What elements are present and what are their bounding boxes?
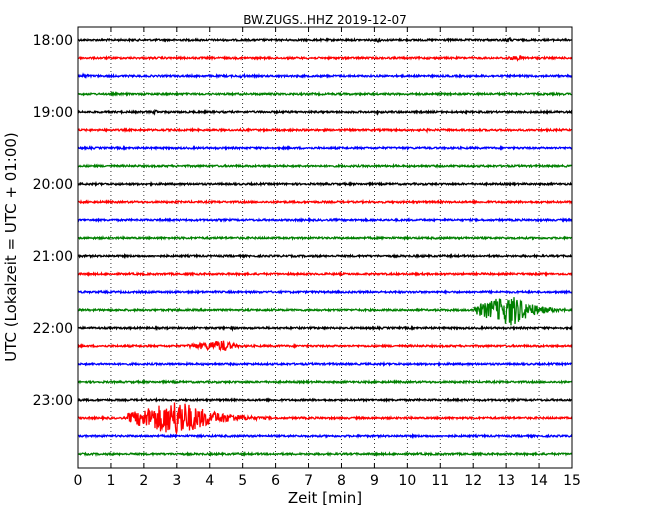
trace-group [77,36,573,458]
seismic-trace [77,72,573,80]
y-axis-ticks: 18:00 19:00 20:00 21:00 22:00 23:00 [33,33,572,409]
seismic-trace [77,235,573,241]
x-tick-label: 1 [106,473,115,489]
seismic-trace [77,270,573,278]
seismic-trace [77,297,573,326]
seismic-trace [77,402,573,436]
chart-title: BW.ZUGS..HHZ 2019-12-07 [243,13,406,27]
seismic-trace [77,180,573,188]
seismic-trace [77,432,573,440]
grid-lines [110,27,540,468]
x-axis-label: Zeit [min] [288,489,362,507]
x-tick-label: 12 [464,473,482,489]
seismic-trace [77,360,573,368]
seismic-trace [77,90,573,97]
x-axis-ticks: 0 1 2 3 4 5 6 7 8 9 10 11 12 13 14 15 [74,27,581,489]
seismic-trace [77,126,573,134]
seismic-trace [77,216,573,224]
seismic-trace [77,252,573,260]
x-tick-label: 4 [205,473,214,489]
seismic-trace [77,108,573,116]
x-tick-label: 13 [497,473,515,489]
y-tick-label: 18:00 [33,33,73,49]
y-tick-label: 19:00 [33,105,73,121]
x-tick-label: 15 [563,473,581,489]
seismic-trace [77,324,573,332]
x-tick-label: 10 [398,473,416,489]
y-tick-label: 22:00 [33,321,73,337]
seismic-trace [77,198,573,205]
x-tick-label: 6 [271,473,280,489]
plot-frame [77,26,573,469]
x-tick-label: 0 [74,473,83,489]
x-tick-label: 8 [337,473,346,489]
y-tick-label: 21:00 [33,249,73,265]
seismic-trace [77,144,573,152]
x-tick-label: 5 [238,473,247,489]
x-tick-label: 2 [139,473,148,489]
seismic-trace [77,289,573,296]
y-tick-label: 20:00 [33,177,73,193]
seismic-trace [77,162,573,169]
seismic-trace [77,396,573,404]
y-tick-label: 23:00 [33,393,73,409]
seismic-trace [77,36,573,44]
y-axis-label: UTC (Lokalzeit = UTC + 01:00) [2,132,20,362]
x-tick-label: 9 [370,473,379,489]
seismic-trace [77,451,573,458]
x-tick-label: 14 [530,473,548,489]
seismic-trace [77,54,573,62]
x-tick-label: 7 [304,473,313,489]
x-tick-label: 3 [172,473,181,489]
seismic-trace [77,340,573,352]
x-tick-label: 11 [431,473,449,489]
seismic-trace [77,378,573,386]
